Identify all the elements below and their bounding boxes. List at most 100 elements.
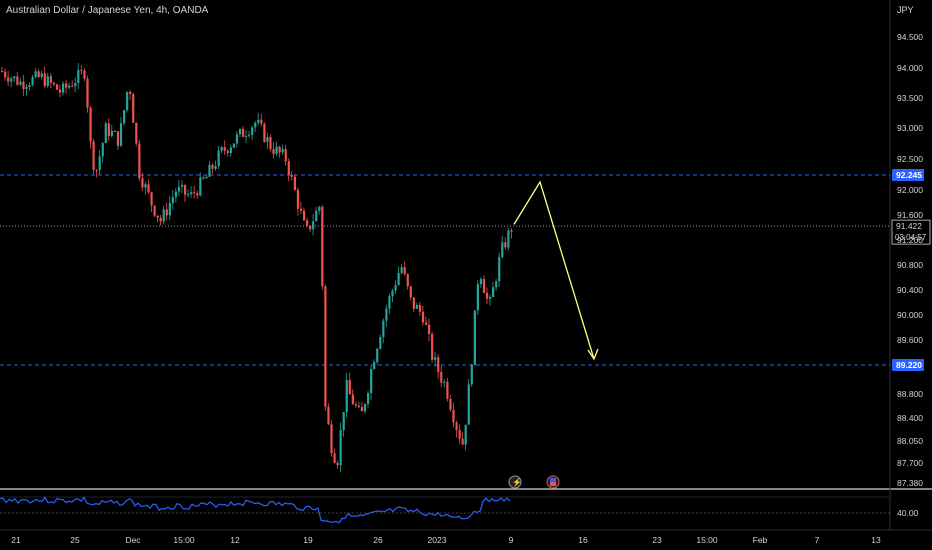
candle-down	[504, 242, 507, 248]
candle-up	[245, 135, 248, 137]
candle-up	[28, 85, 31, 88]
candle-up	[498, 257, 501, 282]
candle-up	[68, 85, 71, 88]
candle-down	[333, 453, 336, 463]
candle-up	[473, 310, 476, 366]
candle-up	[275, 146, 278, 154]
candle-down	[296, 190, 300, 209]
candle-up	[464, 424, 467, 445]
candle-down	[153, 205, 156, 216]
candle-up	[373, 362, 376, 370]
lightning-icon-glyph: ⚡	[512, 477, 522, 487]
y-tick-label: 89.600	[897, 335, 923, 345]
grid	[0, 0, 932, 531]
candle-down	[321, 206, 324, 287]
candle-down	[351, 394, 354, 405]
flag-icon-top	[550, 478, 556, 482]
level-lines: 92.245 89.220 91.422 03:04:57	[0, 169, 931, 371]
candle-up	[367, 393, 370, 405]
candle-up	[40, 73, 43, 78]
candle-down	[412, 297, 415, 309]
candle-down	[299, 208, 303, 211]
candle-up	[507, 230, 510, 248]
candle-down	[80, 69, 83, 71]
candle-down	[49, 76, 52, 83]
candle-up	[370, 369, 373, 394]
y-tick-label: 88.400	[897, 413, 923, 423]
candle-down	[113, 131, 117, 133]
y-tick-label: 94.000	[897, 63, 923, 73]
candle-down	[147, 184, 150, 193]
candle-down	[424, 322, 428, 325]
candle-down	[141, 178, 144, 188]
x-tick-label: 2023	[428, 535, 447, 545]
candle-up	[443, 381, 446, 383]
x-tick-label: 12	[230, 535, 240, 545]
y-tick-label: 88.800	[897, 389, 923, 399]
level-price-badge	[892, 359, 924, 371]
candle-up	[123, 110, 126, 124]
candle-down	[357, 405, 361, 407]
candle-up	[174, 191, 178, 198]
candle-up	[205, 176, 208, 179]
lightning-icon	[508, 475, 522, 489]
candle-up	[229, 147, 232, 154]
candle-down	[184, 184, 187, 195]
candle-down	[272, 149, 275, 154]
y-tick-label: 88.050	[897, 436, 923, 446]
candle-up	[144, 184, 147, 188]
candle-down	[86, 78, 89, 108]
candle-up	[168, 203, 171, 216]
indicator-pane: 40.00	[0, 496, 919, 524]
candle-up	[470, 365, 473, 385]
candle-down	[223, 147, 226, 151]
x-axis: 21 25 Dec 15:00 12 19 26 2023 9 16 23 15:00 Feb 7 13	[11, 535, 881, 545]
y-tick-label: 90.800	[897, 260, 923, 270]
candle-down	[202, 177, 205, 179]
candle-down	[58, 89, 62, 93]
currency-label: JPY	[897, 5, 914, 15]
y-tick-label: 93.000	[897, 123, 923, 133]
candle-down	[83, 70, 86, 79]
x-tick-label: 25	[70, 535, 80, 545]
candle-up	[25, 87, 28, 90]
level-price-label: 89.220	[896, 360, 922, 370]
candle-up	[248, 134, 251, 136]
candle-down	[421, 311, 425, 323]
candle-up	[342, 412, 345, 431]
candle-up	[495, 281, 498, 288]
candle-up	[501, 242, 504, 258]
x-tick-label: Feb	[753, 535, 768, 545]
candle-down	[132, 93, 135, 123]
y-tick-label: 90.400	[897, 285, 923, 295]
y-tick-label: 90.000	[897, 310, 923, 320]
candle-down	[406, 274, 409, 287]
candle-up	[281, 149, 284, 153]
candle-up	[266, 137, 269, 142]
candle-up	[318, 206, 321, 211]
candle-up	[214, 166, 217, 169]
x-tick-label: 16	[578, 535, 588, 545]
candle-up	[385, 308, 388, 321]
candle-down	[7, 77, 10, 82]
candle-down	[71, 85, 74, 87]
candle-down	[4, 71, 7, 78]
candle-up	[415, 305, 418, 309]
candle-up	[312, 221, 315, 230]
candle-down	[65, 83, 68, 88]
candle-down	[458, 429, 461, 439]
candle-up	[235, 134, 239, 144]
candle-up	[13, 76, 16, 79]
candle-down	[302, 210, 306, 221]
candle-up	[199, 177, 202, 196]
candle-up	[19, 81, 22, 85]
candle-up	[315, 210, 318, 222]
indicator-axis-label: 40.00	[897, 508, 919, 518]
candle-down	[260, 119, 263, 124]
y-axis: 94.500 94.000 93.500 93.000 92.500 92.000 91.6…	[897, 32, 923, 488]
candle-up	[254, 122, 257, 128]
candle-down	[449, 398, 452, 410]
x-tick-label: 23	[652, 535, 662, 545]
candle-down	[89, 107, 92, 142]
